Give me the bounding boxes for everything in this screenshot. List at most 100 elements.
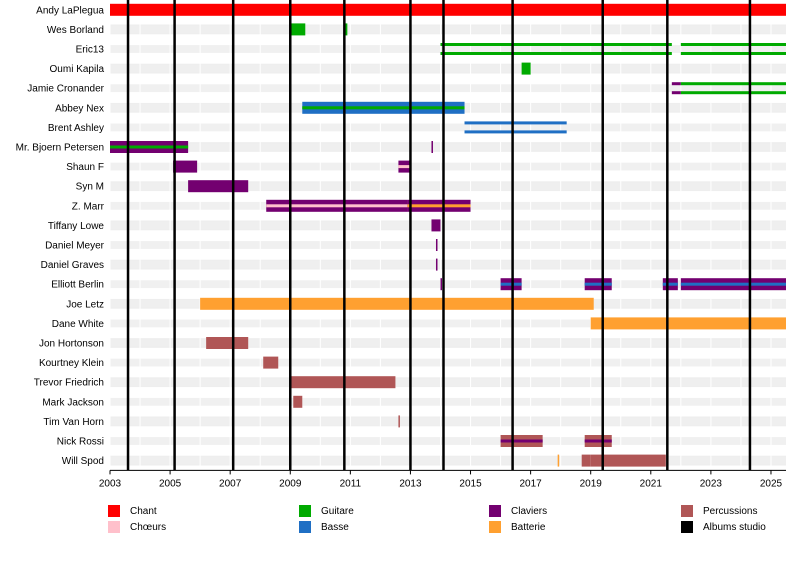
- bar-overlay-keys: [584, 439, 612, 443]
- bar-vocals: [110, 3, 786, 16]
- x-tick-label: 2023: [700, 478, 723, 489]
- member-label: Dane White: [52, 319, 105, 330]
- row-stripe: [110, 143, 786, 151]
- bar-perc: [590, 454, 666, 467]
- legend-label-guitar: Guitare: [321, 505, 354, 517]
- x-tick-label: 2011: [340, 478, 362, 489]
- member-label: Eric13: [76, 45, 105, 56]
- bar-keys: [671, 91, 681, 95]
- legend-item-drums: Batterie: [489, 520, 545, 534]
- legend-label-keys: Claviers: [511, 505, 548, 517]
- legend-item-vocals: Chant: [108, 504, 157, 518]
- bar-bass: [464, 130, 567, 134]
- member-label: Andy LaPlegua: [36, 5, 104, 16]
- bar-drums: [590, 317, 786, 330]
- member-label: Elliott Berlin: [51, 280, 104, 291]
- legend-label-backing: Chœurs: [130, 521, 167, 533]
- bar-keys: [173, 160, 198, 173]
- bar-perc: [581, 454, 591, 467]
- member-label: Mark Jackson: [42, 397, 104, 408]
- bar-overlay-guitar: [110, 145, 189, 149]
- legend-swatch-bass: [299, 521, 311, 533]
- member-label: Kourtney Klein: [39, 358, 104, 369]
- member-label: Jon Hortonson: [39, 339, 104, 350]
- bar-perc: [206, 337, 249, 349]
- x-tick-label: 2017: [519, 478, 542, 489]
- member-label: Joe Letz: [66, 299, 104, 310]
- member-label: Syn M: [76, 182, 104, 193]
- row-stripe: [110, 456, 786, 465]
- bar-keys: [440, 278, 442, 291]
- bar-keys: [435, 239, 438, 251]
- bar-keys: [431, 141, 433, 153]
- member-label: Shaun F: [66, 162, 104, 173]
- legend-swatch-drums: [489, 521, 501, 533]
- row-stripe: [110, 241, 786, 249]
- legend-item-albums: Albums studio: [681, 520, 766, 534]
- member-label: Oumi Kapila: [50, 64, 105, 75]
- legend-swatch-albums: [681, 521, 693, 533]
- member-label: Z. Marr: [72, 201, 105, 212]
- row-stripe: [110, 339, 786, 347]
- row-stripe: [110, 84, 786, 93]
- member-label: Mr. Bjoern Petersen: [16, 143, 104, 154]
- row-stripe: [110, 358, 786, 367]
- bar-bass: [464, 121, 567, 125]
- member-label: Brent Ashley: [48, 123, 104, 134]
- legend-item-guitar: Guitare: [299, 504, 354, 518]
- member-label: Wes Borland: [47, 25, 104, 36]
- legend-item-perc: Percussions: [681, 504, 757, 518]
- x-tick-label: 2019: [580, 478, 603, 489]
- row-stripe: [110, 25, 786, 34]
- x-tick-label: 2007: [219, 478, 242, 489]
- bar-drums: [200, 297, 594, 310]
- bar-guitar: [680, 52, 786, 55]
- bar-overlay-guitar: [302, 106, 465, 110]
- legend-label-vocals: Chant: [130, 505, 157, 517]
- member-label: Nick Rossi: [57, 437, 104, 448]
- bar-guitar: [440, 52, 672, 55]
- bar-keys: [188, 180, 249, 193]
- bar-overlay-bass: [500, 282, 522, 286]
- member-label: Tiffany Lowe: [48, 221, 105, 232]
- x-tick-label: 2005: [159, 478, 182, 489]
- x-tick-label: 2021: [640, 478, 663, 489]
- legend-label-perc: Percussions: [703, 505, 758, 517]
- row-stripe: [110, 260, 786, 269]
- bar-guitar: [440, 43, 672, 46]
- x-tick-label: 2025: [760, 478, 783, 489]
- bar-guitar: [290, 23, 306, 36]
- legend-swatch-backing: [108, 521, 120, 533]
- row-stripe: [110, 64, 786, 73]
- bar-guitar: [680, 43, 786, 46]
- x-tick-label: 2009: [279, 478, 302, 489]
- member-label: Jamie Cronander: [27, 84, 104, 95]
- row-stripe: [110, 437, 786, 445]
- bar-guitar: [680, 91, 786, 95]
- row-stripe: [110, 417, 786, 426]
- legend-item-backing: Chœurs: [108, 520, 166, 534]
- bar-overlay-bass: [680, 282, 786, 286]
- row-stripe: [110, 397, 786, 406]
- timeline-chart: Andy LaPlegua Wes Borland Eric13 Oumi Kapil…: [16, 0, 786, 489]
- member-label: Daniel Graves: [41, 260, 104, 271]
- legend-swatch-perc: [681, 505, 693, 517]
- legend-label-drums: Batterie: [511, 521, 546, 533]
- x-tick-label: 2013: [399, 478, 422, 489]
- bar-guitar: [521, 62, 531, 75]
- row-stripe: [110, 280, 786, 289]
- bar-perc: [263, 356, 279, 369]
- bar-keys: [435, 258, 438, 271]
- legend-item-bass: Basse: [299, 520, 349, 534]
- bar-overlay-backing: [266, 204, 408, 208]
- x-tick-label: 2015: [459, 478, 482, 489]
- bar-overlay-backing: [398, 165, 411, 169]
- legend: Chant Chœurs Guitare Basse Claviers Batt…: [0, 500, 800, 540]
- legend-label-albums: Albums studio: [703, 521, 766, 533]
- bar-guitar: [344, 23, 348, 36]
- row-stripe: [110, 221, 786, 230]
- member-label: Will Spod: [62, 456, 104, 467]
- legend-swatch-vocals: [108, 505, 120, 517]
- bar-overlay-bass: [662, 282, 678, 286]
- row-stripe: [110, 162, 786, 171]
